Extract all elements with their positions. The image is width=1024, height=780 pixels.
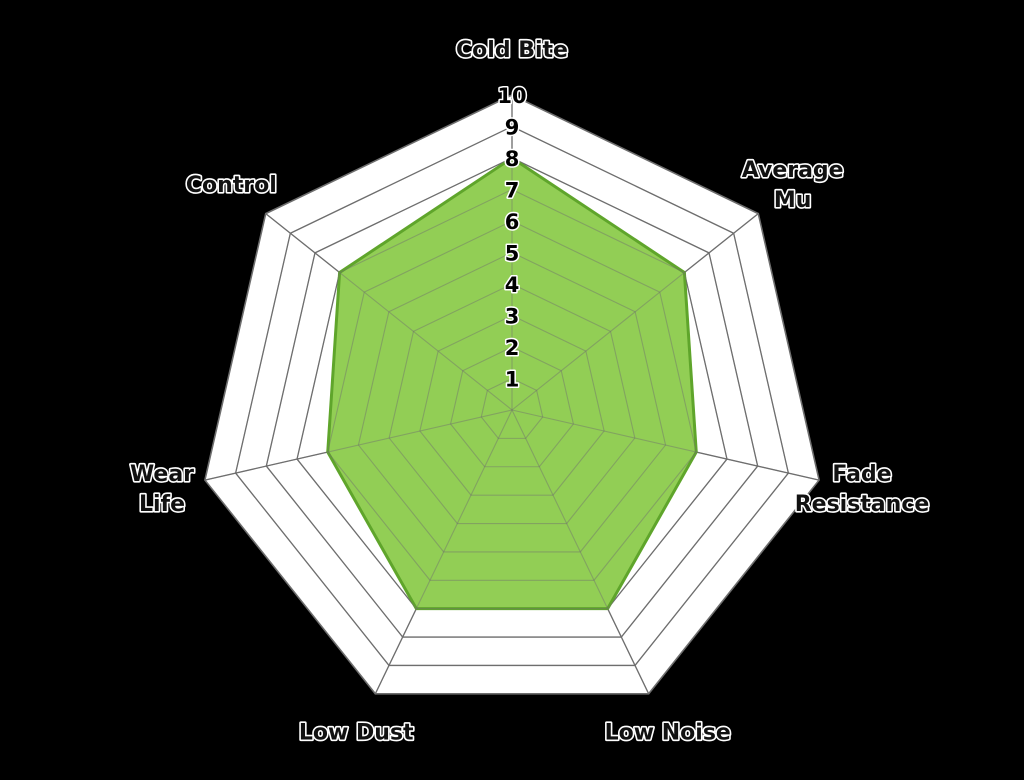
- grid-ring-overlay-6: [327, 220, 697, 581]
- radar-series-polygon: [326, 156, 698, 611]
- axis-spoke-overlay-6: [265, 213, 513, 411]
- axis-label-low-dust: Low Dust: [299, 720, 414, 745]
- axis-label-wear-life: Life: [139, 492, 185, 517]
- grid-ring-overlay-7: [296, 188, 728, 610]
- tick-label-1: 1: [505, 368, 520, 392]
- series-area-0: [326, 156, 698, 611]
- tick-label-8: 8: [505, 147, 520, 171]
- grid-ring-overlay-4: [388, 283, 636, 525]
- axis-spoke-overlay-3: [511, 409, 650, 695]
- tick-label-4: 4: [505, 273, 520, 297]
- axis-label-wear-life: Wear: [130, 462, 194, 487]
- grid-ring-9: [234, 125, 790, 667]
- axis-spoke-overlay-4: [374, 409, 513, 695]
- axis-label-cold-bite: Cold Bite: [456, 38, 568, 63]
- grid-ring-overlay-3: [419, 314, 605, 496]
- axis-spoke-overlay-2: [511, 409, 820, 481]
- tick-label-7: 7: [505, 179, 520, 203]
- axis-label-fade-resistance: Resistance: [795, 492, 930, 517]
- axis-spoke-overlay-5: [204, 409, 513, 481]
- tick-label-5: 5: [505, 242, 520, 266]
- axis-spoke-overlay-1: [511, 213, 759, 411]
- axis-label-control: Control: [186, 173, 277, 198]
- axis-label-average-mu: Average: [742, 158, 844, 183]
- grid-ring-overlay-5: [357, 251, 667, 553]
- radar-inner-grid: [204, 95, 820, 695]
- radar-tick-labels: 1 2 3 4 5 6 7 8 9 10: [496, 83, 528, 394]
- grid-ring-overlay-8: [265, 157, 759, 638]
- grid-ring-overlay-1: [480, 377, 544, 439]
- grid-ring-overlay-9: [235, 125, 789, 666]
- tick-label-2: 2: [505, 336, 520, 360]
- tick-label-9: 9: [505, 116, 520, 140]
- axis-label-average-mu: Mu: [774, 188, 812, 213]
- grid-ring-overlay-2: [449, 346, 575, 468]
- radar-axis-labels: Cold Bite Average Mu Fade Resistance Low Nois…: [128, 36, 931, 747]
- tick-label-6: 6: [505, 210, 520, 234]
- tick-label-3: 3: [505, 305, 520, 329]
- axis-label-fade-resistance: Fade: [832, 462, 891, 487]
- grid-ring-8: [265, 157, 759, 638]
- tick-label-10: 10: [497, 84, 526, 108]
- axis-label-low-noise: Low Noise: [605, 720, 731, 745]
